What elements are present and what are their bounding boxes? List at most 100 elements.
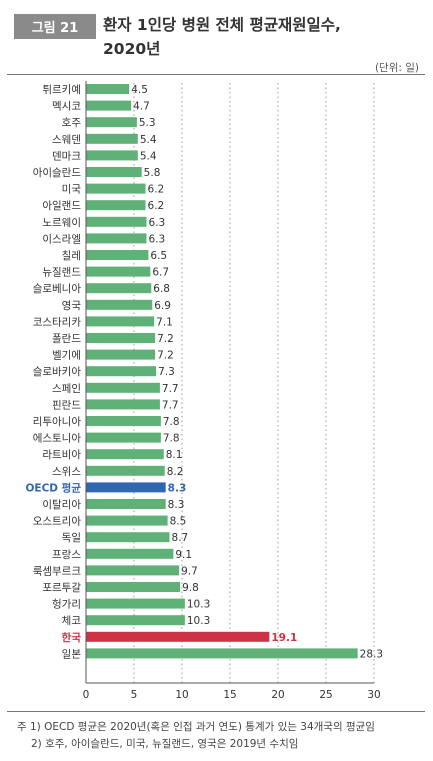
value-label-17: 7.3	[158, 366, 175, 378]
value-label-27: 8.7	[172, 532, 189, 544]
value-label-26: 8.5	[170, 516, 187, 528]
category-label-3: 스웨덴	[52, 134, 81, 146]
category-label-6: 미국	[62, 184, 82, 196]
category-label-30: 포르투갈	[42, 581, 81, 594]
x-tick-label-5: 5	[131, 689, 138, 701]
value-label-25: 8.3	[168, 499, 185, 511]
category-label-0: 튀르키예	[42, 83, 81, 96]
category-label-23: 스위스	[52, 465, 81, 478]
category-label-8: 노르웨이	[42, 217, 81, 229]
value-label-6: 6.2	[148, 184, 165, 196]
value-label-23: 8.2	[167, 466, 184, 478]
bar-14	[86, 316, 155, 327]
x-tick-label-0: 0	[83, 689, 90, 701]
bar-32	[86, 615, 185, 626]
category-label-2: 호주	[62, 117, 82, 129]
category-label-16: 벨기에	[52, 350, 81, 362]
value-label-22: 8.1	[166, 449, 183, 461]
category-label-9: 이스라엘	[42, 232, 81, 245]
category-label-1: 멕시코	[52, 101, 81, 113]
footnote-1: 주 1) OECD 평균은 2020년(혹은 인접 과거 연도) 통계가 있는 …	[17, 721, 375, 733]
bar-20	[86, 416, 161, 426]
bar-31	[86, 598, 185, 609]
chart-frame	[7, 74, 425, 712]
value-label-4: 5.4	[140, 150, 157, 162]
value-label-1: 4.7	[133, 101, 150, 113]
x-tick-label-30: 30	[367, 689, 380, 701]
bar-2	[86, 117, 137, 128]
category-label-17: 슬로바키아	[33, 366, 82, 378]
bar-13	[86, 299, 153, 310]
category-label-31: 헝가리	[52, 599, 81, 611]
bar-11	[86, 266, 151, 277]
chart-title-line2: 2020년	[103, 40, 161, 58]
x-tick-label-10: 10	[175, 689, 188, 701]
value-label-28: 9.1	[175, 549, 192, 561]
category-label-25: 이탈리아	[42, 498, 81, 511]
category-label-33: 한국	[62, 631, 82, 644]
bar-29	[86, 565, 180, 576]
value-label-13: 6.9	[154, 300, 171, 312]
value-label-31: 10.3	[187, 599, 210, 611]
chart-title-line1: 환자 1인당 병원 전체 평균재원일수,	[103, 16, 341, 34]
x-tick-label-25: 25	[319, 689, 332, 701]
bar-26	[86, 515, 168, 526]
value-label-2: 5.3	[139, 117, 156, 129]
category-label-22: 라트비아	[42, 449, 81, 461]
category-label-10: 칠레	[62, 250, 81, 262]
value-label-20: 7.8	[163, 416, 180, 428]
category-label-32: 체코	[62, 615, 82, 627]
category-label-11: 뉴질랜드	[42, 267, 81, 279]
bar-30	[86, 582, 181, 592]
bar-7	[86, 200, 146, 211]
category-label-4: 덴마크	[52, 150, 81, 162]
category-label-7: 아일랜드	[42, 199, 81, 212]
footnotes: 주 1) OECD 평균은 2020년(혹은 인접 과거 연도) 통계가 있는 …	[17, 719, 427, 753]
value-label-29: 9.7	[181, 565, 198, 577]
category-label-15: 폴란드	[52, 333, 81, 345]
value-label-8: 6.3	[148, 217, 165, 229]
bar-19	[86, 399, 160, 410]
value-label-0: 4.5	[131, 84, 148, 96]
bar-1	[86, 100, 132, 111]
value-label-24: 8.3	[168, 482, 187, 494]
value-label-14: 7.1	[156, 316, 173, 328]
bar-9	[86, 233, 147, 244]
bar-3	[86, 133, 138, 144]
bar-12	[86, 283, 152, 294]
value-label-15: 7.2	[157, 333, 174, 345]
category-label-29: 룩셈부르크	[33, 565, 82, 577]
bar-21	[86, 432, 161, 443]
category-label-14: 코스타리카	[33, 316, 82, 328]
x-tick-label-20: 20	[271, 689, 284, 701]
footnote-2: 2) 호주, 아이슬란드, 미국, 뉴질랜드, 영국은 2019년 수치임	[31, 738, 299, 750]
x-tick-label-15: 15	[223, 689, 236, 701]
value-label-3: 5.4	[140, 134, 157, 146]
bar-17	[86, 366, 157, 377]
bar-10	[86, 250, 149, 260]
bar-5	[86, 167, 142, 177]
bar-15	[86, 333, 156, 343]
value-label-16: 7.2	[157, 350, 174, 362]
category-label-5: 아이슬란드	[33, 167, 82, 179]
figure-label: 그림 21	[14, 14, 96, 39]
category-label-34: 일본	[62, 647, 82, 660]
category-label-28: 프랑스	[52, 549, 81, 561]
bar-28	[86, 548, 174, 559]
value-label-19: 7.7	[162, 399, 179, 411]
value-label-33: 19.1	[271, 632, 297, 644]
category-label-20: 리투아니아	[33, 416, 82, 428]
bar-8	[86, 216, 147, 227]
value-label-18: 7.7	[162, 383, 179, 395]
category-label-27: 독일	[62, 531, 81, 544]
bar-18	[86, 382, 160, 393]
bar-4	[86, 150, 138, 161]
bar-16	[86, 349, 156, 360]
category-label-21: 에스토니아	[33, 433, 82, 445]
chart-title: 환자 1인당 병원 전체 평균재원일수, 2020년	[103, 13, 423, 61]
value-label-7: 6.2	[148, 200, 165, 212]
category-label-12: 슬로베니아	[33, 283, 82, 295]
value-label-9: 6.3	[148, 233, 165, 245]
value-label-30: 9.8	[182, 582, 199, 594]
